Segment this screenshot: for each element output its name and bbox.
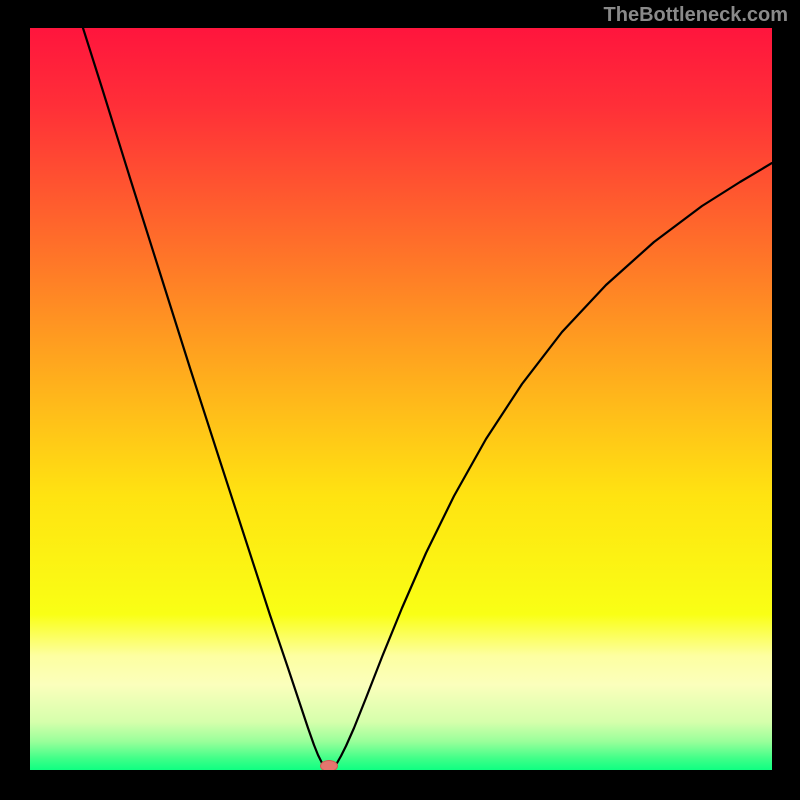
curve-path bbox=[83, 28, 772, 770]
watermark-text: TheBottleneck.com bbox=[604, 4, 788, 27]
plot-area bbox=[30, 28, 772, 770]
optimal-point-marker bbox=[320, 760, 338, 770]
bottleneck-curve bbox=[30, 28, 772, 770]
